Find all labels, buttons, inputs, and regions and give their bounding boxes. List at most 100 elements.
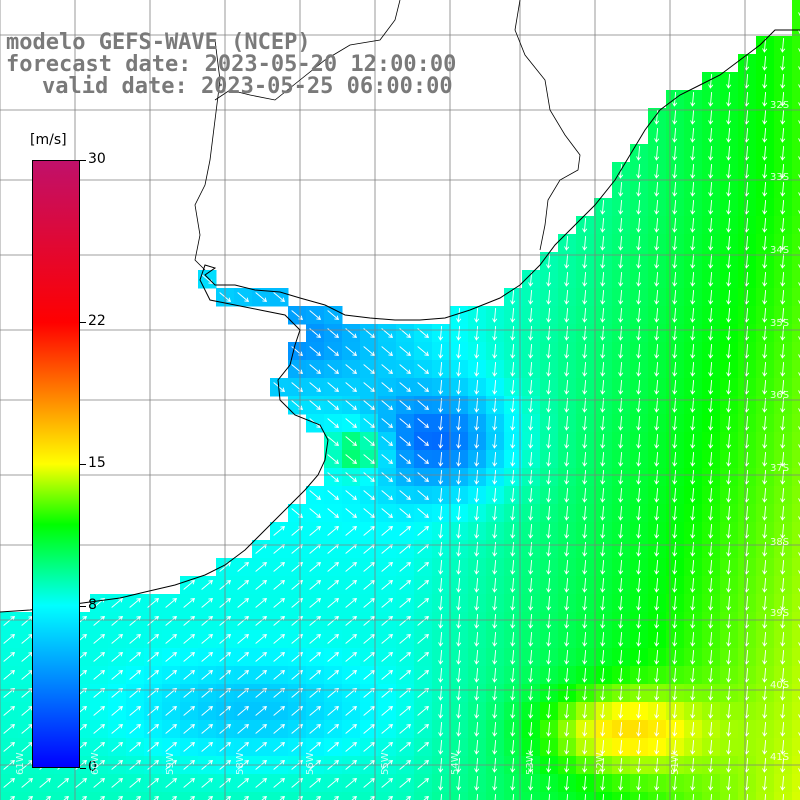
- wind-arrow: [456, 469, 462, 485]
- wind-arrow: [726, 199, 732, 215]
- wind-arrow: [381, 705, 394, 716]
- wind-arrow: [327, 346, 340, 357]
- wind-arrow: [780, 577, 786, 593]
- wind-arrow: [546, 775, 552, 791]
- wind-arrow: [726, 613, 732, 629]
- wind-arrow: [255, 651, 268, 662]
- wind-arrow: [510, 307, 516, 323]
- wind-arrow: [345, 418, 358, 429]
- wind-arrow: [458, 793, 461, 800]
- wind-arrow: [399, 400, 412, 411]
- wind-arrow: [582, 433, 588, 449]
- wind-arrow: [399, 633, 412, 644]
- wind-arrow: [165, 633, 178, 644]
- wind-arrow: [654, 721, 660, 737]
- wind-arrow: [672, 487, 678, 503]
- wind-arrow: [363, 669, 376, 680]
- longitude-label: 58W: [235, 752, 246, 775]
- colorbar-tick-mark: [80, 322, 86, 324]
- wind-arrow: [363, 633, 376, 644]
- wind-arrow: [636, 217, 642, 233]
- wind-arrow: [474, 559, 480, 575]
- wind-arrow: [327, 400, 340, 411]
- wind-arrow: [672, 739, 678, 755]
- wind-arrow: [602, 793, 605, 800]
- wind-arrow: [399, 615, 412, 626]
- wind-arrow: [582, 739, 588, 755]
- wind-arrow: [129, 633, 142, 644]
- wind-arrow: [309, 490, 322, 501]
- wind-arrow: [726, 487, 732, 503]
- wind-arrow: [600, 379, 606, 395]
- wind-arrow: [762, 127, 768, 143]
- wind-arrow: [582, 649, 588, 665]
- wind-arrow: [456, 631, 462, 647]
- wind-arrow: [618, 307, 624, 323]
- wind-arrow: [582, 541, 588, 557]
- wind-arrow: [417, 615, 430, 626]
- wind-arrow: [510, 325, 516, 341]
- wind-arrow: [618, 271, 624, 287]
- wind-arrow: [762, 739, 768, 755]
- latitude-label: 34S: [770, 245, 790, 256]
- wind-arrow: [546, 595, 552, 611]
- wind-arrow: [582, 235, 588, 251]
- wind-arrow: [111, 633, 124, 644]
- wind-arrow: [672, 595, 678, 611]
- wind-arrow: [327, 454, 340, 465]
- wind-arrow: [438, 415, 444, 431]
- wind-arrow: [456, 415, 462, 431]
- wind-arrow: [129, 597, 142, 608]
- wind-arrow: [708, 181, 714, 197]
- wind-arrow: [780, 523, 786, 539]
- wind-cell: [396, 792, 415, 800]
- wind-arrow: [780, 199, 786, 215]
- wind-arrow: [99, 795, 106, 800]
- wind-cell: [792, 396, 800, 415]
- wind-arrow: [708, 703, 714, 719]
- wind-arrow: [255, 777, 268, 788]
- wind-arrow: [129, 651, 142, 662]
- longitude-label: 59W: [165, 752, 176, 775]
- wind-arrow: [183, 597, 196, 608]
- wind-arrow: [456, 775, 462, 791]
- wind-arrow: [600, 217, 606, 233]
- wind-cell: [324, 792, 343, 800]
- wind-arrow: [237, 669, 250, 680]
- wind-arrow: [381, 597, 394, 608]
- wind-arrow: [492, 343, 498, 359]
- wind-arrow: [381, 669, 394, 680]
- wind-arrow: [636, 289, 642, 305]
- wind-arrow: [492, 613, 498, 629]
- wind-arrow: [798, 192, 800, 197]
- wind-arrow: [327, 741, 340, 752]
- wind-cell: [792, 306, 800, 325]
- wind-arrow: [654, 451, 660, 467]
- wind-arrow: [636, 505, 642, 521]
- wind-arrow: [417, 364, 430, 375]
- wind-arrow: [111, 705, 124, 716]
- wind-arrow: [93, 615, 106, 626]
- wind-arrow: [654, 217, 660, 233]
- wind-arrow: [726, 145, 732, 161]
- wind-arrow: [456, 361, 462, 377]
- wind-arrow: [363, 777, 376, 788]
- wind-arrow: [237, 777, 250, 788]
- wind-cell: [792, 378, 800, 397]
- wind-arrow: [672, 127, 678, 143]
- wind-arrow: [762, 271, 768, 287]
- wind-arrow: [582, 505, 588, 521]
- wind-arrow: [45, 795, 52, 800]
- wind-arrow: [381, 579, 394, 590]
- wind-arrow: [690, 91, 696, 107]
- wind-cell: [792, 450, 800, 469]
- wind-cell: [792, 126, 800, 145]
- wind-arrow: [474, 775, 480, 791]
- wind-arrow: [798, 282, 800, 287]
- wind-arrow: [618, 685, 624, 701]
- wind-arrow: [708, 109, 714, 125]
- wind-arrow: [726, 469, 732, 485]
- wind-arrow: [798, 138, 800, 143]
- wind-arrow: [618, 595, 624, 611]
- wind-arrow: [798, 264, 800, 269]
